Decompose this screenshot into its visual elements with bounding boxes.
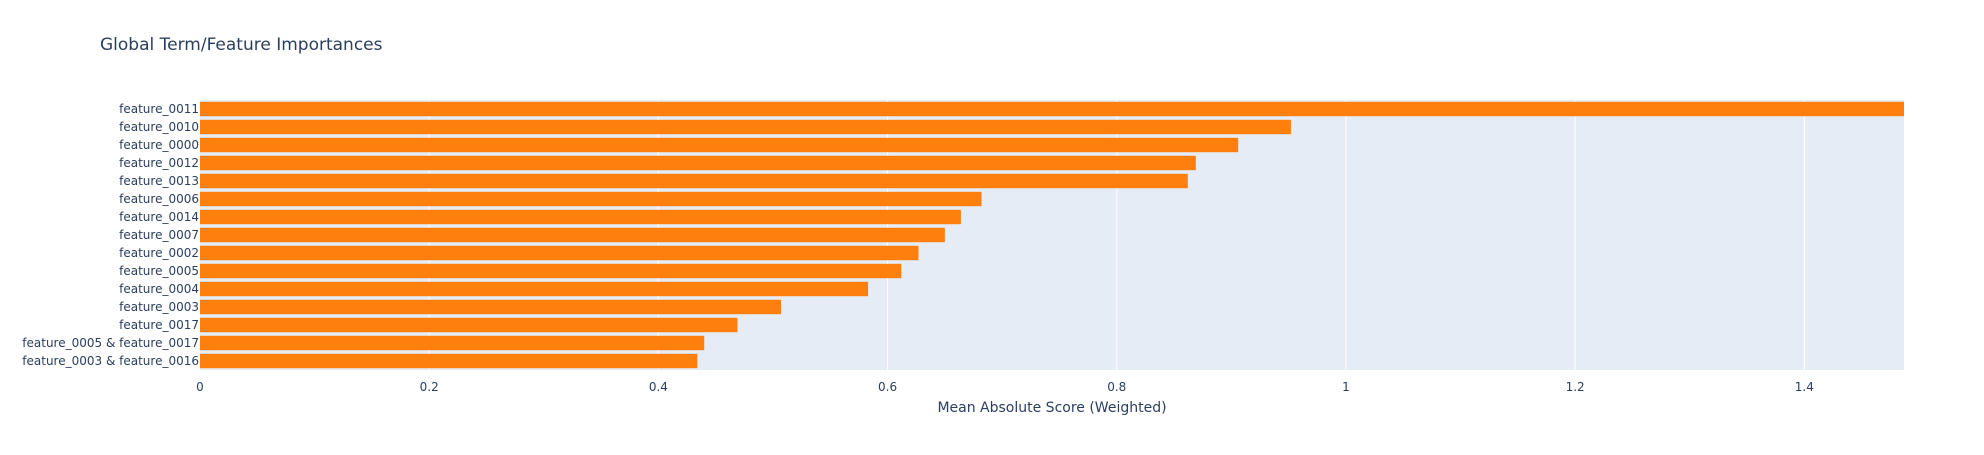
bar[interactable] bbox=[200, 353, 698, 369]
x-tick-label: 1.4 bbox=[1795, 380, 1814, 394]
y-tick-label: feature_0010 bbox=[119, 120, 199, 134]
y-tick-label: feature_0011 bbox=[119, 102, 199, 116]
x-axis-label: Mean Absolute Score (Weighted) bbox=[937, 400, 1166, 416]
bar[interactable] bbox=[200, 137, 1239, 153]
y-tick-label: feature_0013 bbox=[119, 174, 199, 188]
y-tick-label: feature_0003 & feature_0016 bbox=[22, 354, 199, 368]
x-tick-label: 1.2 bbox=[1566, 380, 1585, 394]
bar[interactable] bbox=[200, 155, 1196, 171]
bar[interactable] bbox=[200, 281, 869, 297]
bar[interactable] bbox=[200, 209, 961, 225]
bar[interactable] bbox=[200, 191, 982, 207]
bars bbox=[200, 101, 1904, 369]
bar[interactable] bbox=[200, 101, 1904, 117]
x-tick-label: 1 bbox=[1342, 380, 1350, 394]
y-tick-label: feature_0014 bbox=[119, 210, 199, 224]
x-tick-labels: 0 0.2 0.4 0.6 0.8 1 1.2 1.4 bbox=[196, 380, 1814, 394]
y-tick-label: feature_0005 bbox=[119, 264, 199, 278]
bar[interactable] bbox=[200, 299, 781, 315]
bar[interactable] bbox=[200, 317, 738, 333]
bar[interactable] bbox=[200, 335, 705, 351]
x-tick-label: 0.8 bbox=[1107, 380, 1126, 394]
chart-title: Global Term/Feature Importances bbox=[100, 35, 383, 55]
y-tick-label: feature_0007 bbox=[119, 228, 199, 242]
y-tick-labels: feature_0011 feature_0010 feature_0000feat… bbox=[22, 102, 199, 368]
bar[interactable] bbox=[200, 227, 945, 243]
y-tick-label: feature_0005 & feature_0017 bbox=[22, 336, 199, 350]
y-tick-label: feature_0003 bbox=[119, 300, 199, 314]
bar[interactable] bbox=[200, 263, 902, 279]
y-tick-label: feature_0000 bbox=[119, 138, 199, 152]
x-tick-label: 0.4 bbox=[649, 380, 668, 394]
x-tick-label: 0.6 bbox=[878, 380, 897, 394]
y-tick-label: feature_0017 bbox=[119, 318, 199, 332]
y-tick-label: feature_0012 bbox=[119, 156, 199, 170]
y-tick-label: feature_0002 bbox=[119, 246, 199, 260]
x-tick-label: 0.2 bbox=[420, 380, 439, 394]
bar[interactable] bbox=[200, 119, 1291, 135]
bar[interactable] bbox=[200, 245, 919, 261]
y-tick-label: feature_0006 bbox=[119, 192, 199, 206]
y-tick-label: feature_0004 bbox=[119, 282, 199, 296]
x-tick-label: 0 bbox=[196, 380, 204, 394]
bar[interactable] bbox=[200, 173, 1188, 189]
